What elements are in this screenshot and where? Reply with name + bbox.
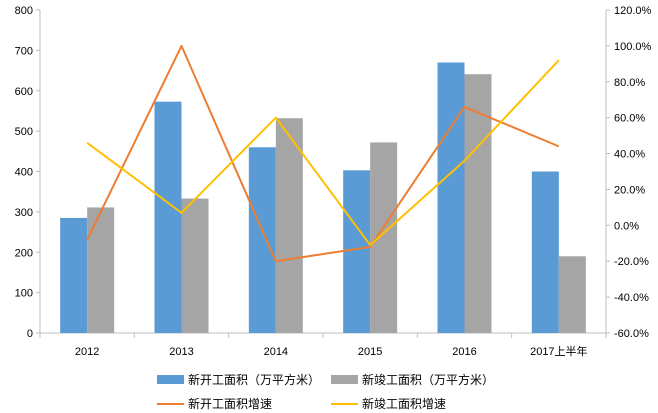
ticks: 0 100 200 300 400 500 600 700 800 -60.0% -40.0% -20… bbox=[15, 5, 652, 358]
bar-new-start-0 bbox=[60, 217, 88, 333]
legend-swatch bbox=[331, 375, 358, 384]
bar-new-start-1 bbox=[154, 101, 182, 334]
bar-new-complete-1 bbox=[181, 198, 209, 333]
x-tick-label: 2015 bbox=[358, 346, 382, 358]
legend-label: 新竣工面积（万平方米） bbox=[362, 372, 494, 387]
bar-new-complete-0 bbox=[87, 207, 115, 333]
y-left-tick-label: 500 bbox=[15, 126, 33, 138]
bar-new-complete-2 bbox=[275, 118, 303, 333]
y-left-tick-label: 0 bbox=[27, 328, 33, 340]
bars bbox=[60, 62, 586, 334]
y-left-tick-label: 100 bbox=[15, 288, 33, 300]
legend: 新开工面积（万平方米） 新竣工面积（万平方米） 新开工面积增速 新竣工面积增速 bbox=[157, 372, 494, 411]
legend-swatch bbox=[157, 375, 184, 384]
x-tick-label: 2014 bbox=[264, 346, 288, 358]
y-left-tick-label: 600 bbox=[15, 86, 33, 98]
x-tick-label: 2016 bbox=[452, 346, 476, 358]
bar-new-start-3 bbox=[343, 170, 371, 333]
y-left-tick-label: 400 bbox=[15, 167, 33, 179]
legend-label: 新开工面积增速 bbox=[188, 396, 272, 411]
x-tick-label: 2013 bbox=[169, 346, 193, 358]
bar-new-complete-5 bbox=[558, 256, 586, 333]
bar-new-start-2 bbox=[248, 147, 276, 333]
line-new-complete-growth bbox=[86, 59, 560, 247]
legend-label: 新竣工面积增速 bbox=[362, 396, 446, 411]
y-left-tick-label: 200 bbox=[15, 247, 33, 259]
y-right-tick-label: -40.0% bbox=[614, 292, 649, 304]
x-tick-label: 2012 bbox=[75, 346, 99, 358]
y-left-tick-label: 300 bbox=[15, 207, 33, 219]
y-right-tick-label: 20.0% bbox=[614, 184, 645, 196]
y-right-tick-label: 40.0% bbox=[614, 149, 645, 161]
bar-new-start-5 bbox=[531, 171, 559, 333]
line-new-start-growth bbox=[86, 44, 560, 263]
bar-new-complete-3 bbox=[370, 142, 398, 333]
y-right-tick-label: 0.0% bbox=[614, 220, 639, 232]
lines bbox=[86, 44, 560, 263]
y-right-tick-label: 120.0% bbox=[614, 5, 652, 17]
y-right-tick-label: -20.0% bbox=[614, 256, 649, 268]
y-left-tick-label: 700 bbox=[15, 45, 33, 57]
y-left-tick-label: 800 bbox=[15, 5, 33, 17]
y-right-tick-label: -60.0% bbox=[614, 328, 649, 340]
y-right-tick-label: 60.0% bbox=[614, 113, 645, 125]
y-right-tick-label: 100.0% bbox=[614, 41, 652, 53]
x-tick-label: 2017上半年 bbox=[530, 344, 587, 358]
axes bbox=[36, 9, 610, 338]
legend-label: 新开工面积（万平方米） bbox=[188, 372, 320, 387]
y-right-tick-label: 80.0% bbox=[614, 77, 645, 89]
bar-new-start-4 bbox=[437, 62, 465, 334]
